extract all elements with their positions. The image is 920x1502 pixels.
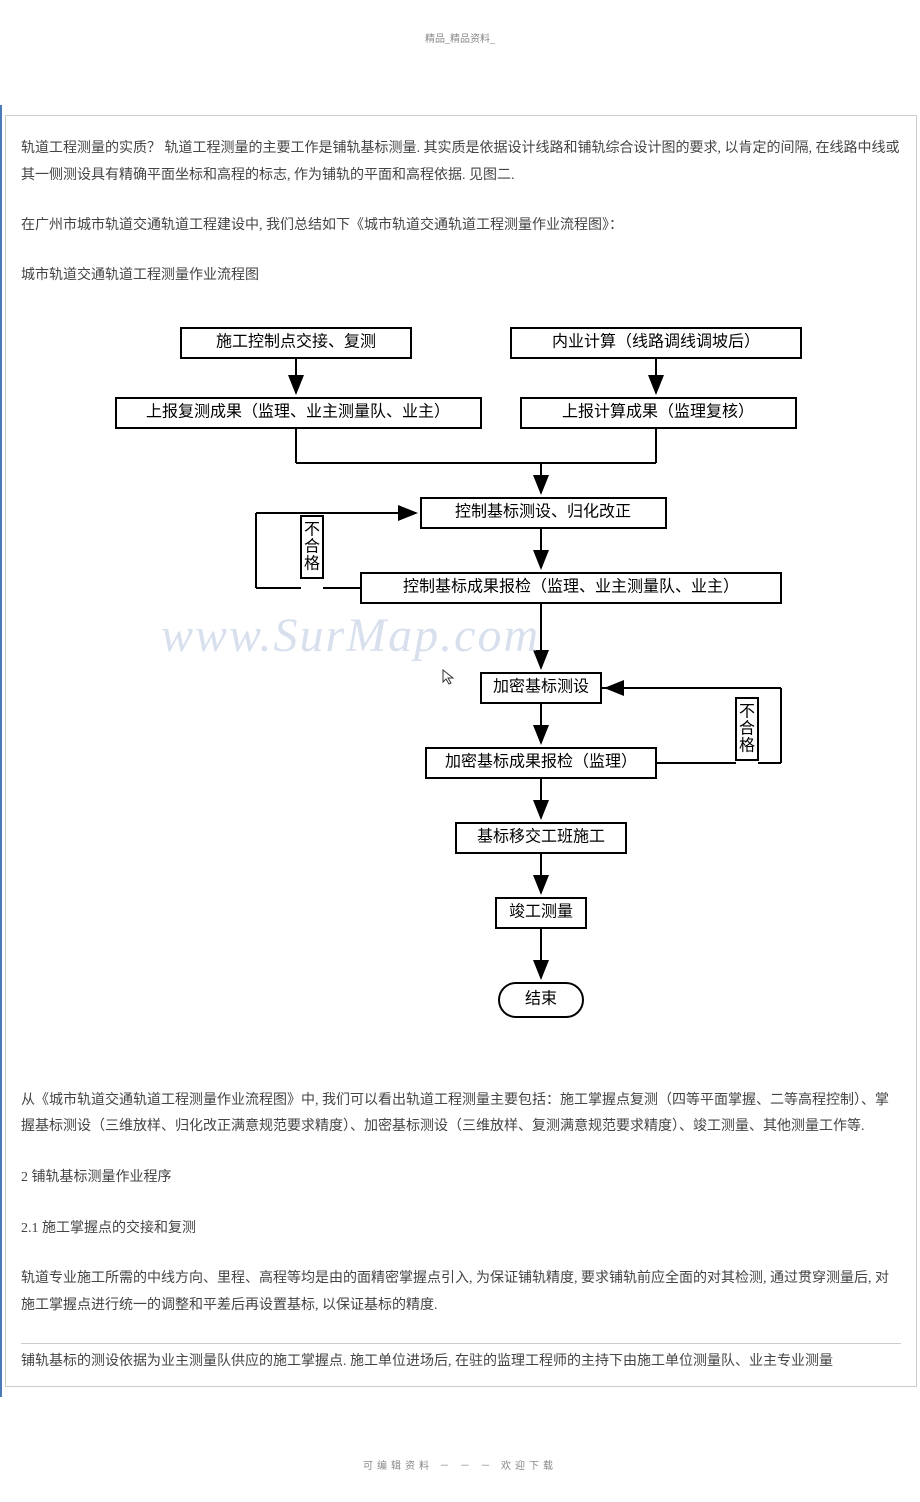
svg-text:格: 格 — [304, 554, 320, 572]
paragraph-detail-2: 铺轨基标的测设依据为业主测量队供应的施工掌握点. 施工单位进场后, 在驻的监理工… — [21, 1349, 901, 1376]
content-wrapper: 轨道工程测量的实质？ 轨道工程测量的主要工作是铺轨基标测量. 其实质是依据设计线… — [0, 105, 920, 1397]
node-8: 加密基标成果报检（监理） — [445, 752, 637, 770]
node-9: 基标移交工班施工 — [477, 827, 605, 845]
flowchart-title: 城市轨道交通轨道工程测量作业流程图 — [21, 264, 901, 284]
svg-text:不: 不 — [304, 521, 320, 538]
section-2: 2 铺轨基标测量作业程序 — [21, 1165, 901, 1192]
svg-text:不: 不 — [739, 703, 755, 720]
footer-text: 可编辑资料 － － － 欢迎下载 — [0, 1457, 920, 1472]
flowchart-container: www.SurMap.com 施工控制点交接、复测 内业计算（线路调线调坡后） — [81, 308, 841, 1058]
node-7: 加密基标测设 — [493, 677, 589, 695]
cursor-icon — [441, 668, 459, 692]
paragraph-summary: 从《城市轨道交通轨道工程测量作业流程图》中, 我们可以看出轨道工程测量主要包括：… — [21, 1088, 901, 1141]
paragraph-intro: 轨道工程测量的实质？ 轨道工程测量的主要工作是铺轨基标测量. 其实质是依据设计线… — [21, 136, 901, 189]
node-10: 竣工测量 — [509, 902, 573, 920]
node-3: 上报复测成果（监理、业主测量队、业主） — [146, 402, 450, 420]
node-4: 上报计算成果（监理复核） — [562, 401, 754, 420]
node-2: 内业计算（线路调线调坡后） — [552, 331, 760, 350]
bottom-divider — [21, 1343, 901, 1344]
node-5: 控制基标测设、归化改正 — [455, 502, 631, 520]
header-watermark: 精品_精品资料_ — [0, 30, 920, 45]
paragraph-context: 在广州市城市轨道交通轨道工程建设中, 我们总结如下《城市轨道交通轨道工程测量作业… — [21, 213, 901, 240]
node-11: 结束 — [525, 989, 557, 1007]
flowchart-svg: 施工控制点交接、复测 内业计算（线路调线调坡后） 上报复测成果（监理、业主测量队… — [101, 318, 821, 1038]
node-6: 控制基标成果报检（监理、业主测量队、业主） — [403, 577, 739, 595]
svg-text:合: 合 — [304, 537, 320, 555]
paragraph-detail-1: 轨道专业施工所需的中线方向、里程、高程等均是由的面精密掌握点引入, 为保证铺轨精… — [21, 1266, 901, 1319]
svg-text:合: 合 — [739, 719, 755, 737]
svg-text:格: 格 — [739, 736, 755, 754]
section-2-1: 2.1 施工掌握点的交接和复测 — [21, 1216, 901, 1243]
content-inner: 轨道工程测量的实质？ 轨道工程测量的主要工作是铺轨基标测量. 其实质是依据设计线… — [5, 115, 917, 1387]
node-1: 施工控制点交接、复测 — [216, 332, 376, 350]
